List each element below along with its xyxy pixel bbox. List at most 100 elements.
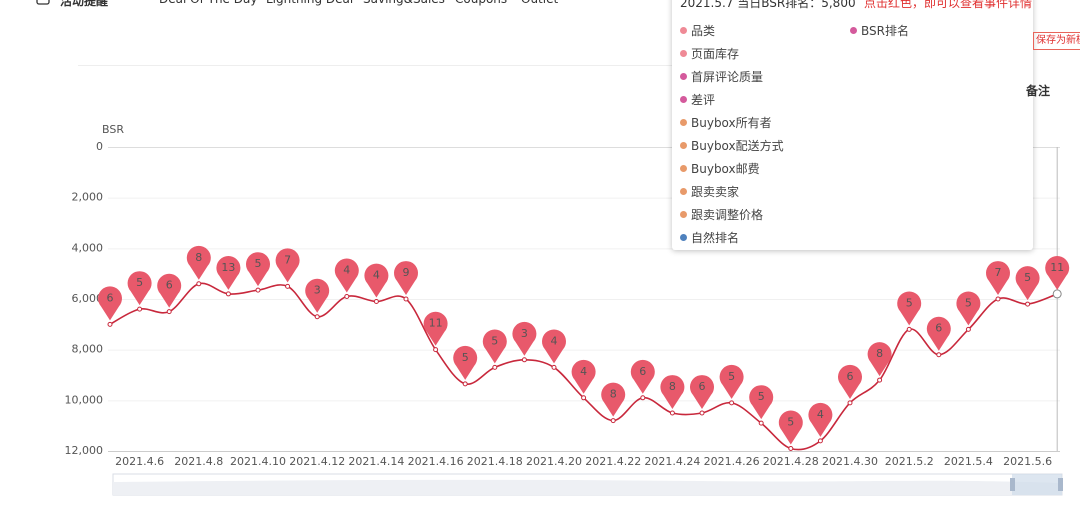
x-tick-label: 2021.4.28 [763,455,819,468]
event-pin[interactable] [689,375,714,409]
event-count: 5 [965,296,972,309]
event-count: 4 [373,269,380,282]
legend-label: BSR排名 [861,24,909,38]
point [758,420,764,426]
event-pin[interactable] [394,261,419,295]
event-pin[interactable] [986,261,1011,295]
nav-item[interactable]: Coupons [455,0,507,6]
x-tick-label: 2021.4.12 [289,455,345,468]
nav-item[interactable]: Outlet [521,0,558,6]
point [936,352,942,358]
tooltip-item[interactable]: 页面库存 [680,45,739,62]
tooltip-hint[interactable]: 点击红色，即可以查看事件详情 [864,0,1033,10]
event-pin[interactable] [660,375,685,409]
event-count: 3 [521,327,528,340]
event-pin[interactable] [778,410,803,445]
event-count: 4 [580,365,587,378]
nav-icon [36,0,50,5]
y-tick-label: 4,000 [72,241,104,254]
x-tick-label: 2021.4.8 [174,455,223,468]
event-pin[interactable] [897,291,922,326]
x-tick-label: 2021.5.4 [944,455,993,468]
tooltip: 2021.5.7 当日BSR排名：5,800 点击红色，即可以查看事件详情 品类… [672,0,1033,250]
event-pin[interactable] [423,311,448,346]
point [669,410,675,416]
event-count: 5 [462,351,469,364]
event-count: 11 [429,317,443,330]
event-pin[interactable] [541,329,566,364]
event-pin[interactable] [482,329,507,364]
point [1052,289,1062,299]
tooltip-item[interactable]: Buybox所有者 [680,114,772,131]
event-pin[interactable] [601,382,626,417]
legend-label: Buybox配送方式 [691,139,784,153]
event-pin[interactable] [512,321,537,356]
event-pin[interactable] [186,245,211,280]
save-button[interactable]: 保存为新模 [1033,32,1080,50]
tooltip-item[interactable]: 自然排名 [680,229,739,246]
point [196,281,202,287]
event-pin[interactable] [1045,255,1070,290]
event-pin[interactable] [838,364,863,399]
point [492,364,498,370]
event-pin[interactable] [305,278,330,313]
event-pin[interactable] [364,263,389,298]
legend-dot [680,27,687,34]
x-tick-label: 2021.4.22 [585,455,641,468]
event-pin[interactable] [275,248,300,283]
tooltip-item[interactable]: 差评 [680,91,715,108]
tooltip-item[interactable]: 跟卖卖家 [680,183,739,200]
zoom-handle[interactable] [1010,478,1015,491]
event-pin[interactable] [956,291,981,326]
event-pin[interactable] [98,286,122,321]
legend-dot [680,234,687,241]
tooltip-item[interactable]: 首屏评论质量 [680,68,763,85]
event-pin[interactable] [1015,266,1040,301]
zoom-selection[interactable] [1012,474,1062,495]
point [521,357,527,363]
point [847,400,853,406]
event-pin[interactable] [334,258,359,293]
legend-dot [680,165,687,172]
note-label: 备注 [1026,84,1051,98]
x-tick-label: 2021.4.26 [704,455,760,468]
event-pin[interactable] [749,385,774,420]
zoom-shadow [113,479,1062,495]
legend-dot [680,142,687,149]
point [817,438,823,444]
point [462,381,468,387]
event-pin[interactable] [157,273,182,308]
event-count: 5 [758,390,765,403]
point [995,296,1001,302]
tooltip-item[interactable]: Buybox配送方式 [680,137,784,154]
y-axis-label: BSR [102,123,124,136]
event-pin[interactable] [719,364,744,399]
nav-item[interactable]: Deal Of The Day [159,0,257,6]
event-pin[interactable] [127,271,152,306]
x-tick-label: 2021.4.20 [526,455,582,468]
nav-item[interactable]: Saving&Sales [363,0,445,6]
tooltip-item[interactable]: Buybox邮费 [680,160,760,177]
event-pin[interactable] [808,402,833,437]
point [137,306,143,312]
event-pin[interactable] [867,342,892,377]
nav-item[interactable]: 活动提醒 [60,0,109,8]
event-pin[interactable] [453,345,478,380]
point [788,445,794,451]
tooltip-title: 2021.5.7 当日BSR排名：5,800 [680,0,856,10]
event-pin[interactable] [926,316,951,351]
tooltip-item[interactable]: 跟卖调整价格 [680,206,763,223]
tooltip-item[interactable]: 品类 [680,22,715,39]
event-pin[interactable] [216,255,241,290]
event-pin[interactable] [630,359,655,394]
zoom-handle[interactable] [1058,478,1063,491]
legend-dot [680,211,687,218]
event-pin[interactable] [245,252,270,287]
point [906,326,912,332]
point [877,377,883,383]
nav-item[interactable]: Lightning Deal [266,0,353,6]
event-count: 6 [935,322,942,335]
tooltip-item[interactable]: BSR排名 [850,22,909,39]
event-pin[interactable] [571,359,596,394]
